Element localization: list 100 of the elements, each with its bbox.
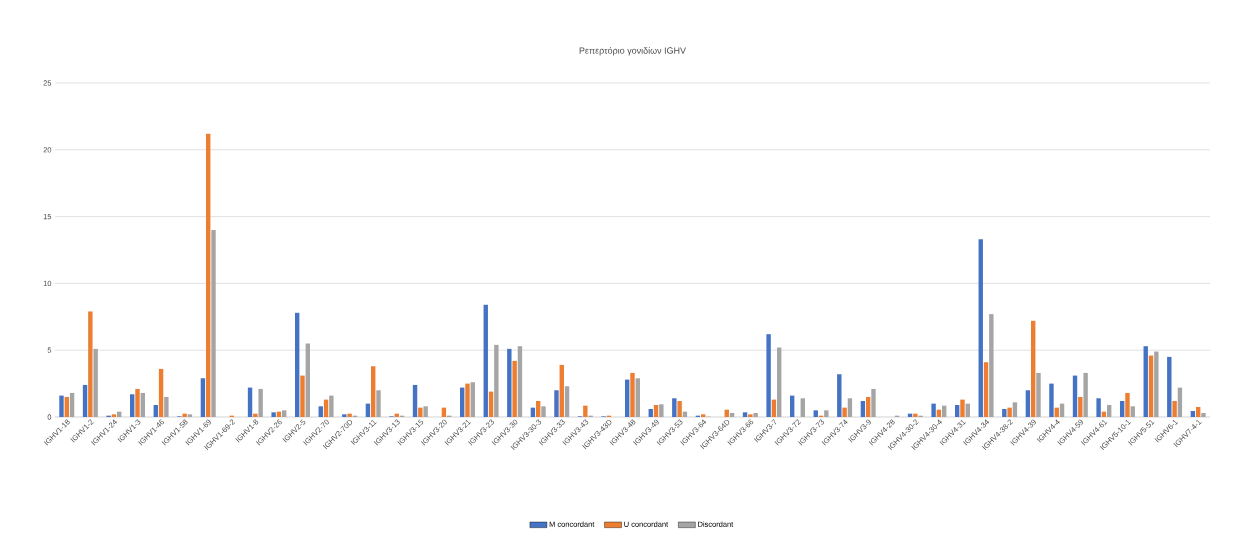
bar	[69, 392, 75, 417]
bar	[1049, 383, 1054, 417]
bar	[483, 304, 488, 417]
bar	[1172, 400, 1177, 417]
bar	[1002, 408, 1007, 417]
bar	[187, 414, 193, 417]
bar	[470, 382, 475, 417]
bar	[1072, 375, 1078, 417]
bar	[766, 334, 771, 417]
bar	[677, 400, 682, 417]
bar	[88, 311, 93, 417]
bar	[153, 404, 158, 417]
bar	[954, 404, 960, 417]
bar	[140, 392, 145, 417]
bar	[423, 406, 428, 417]
bar	[1107, 404, 1112, 417]
bar	[512, 360, 517, 417]
bar	[305, 343, 310, 417]
bar	[135, 388, 140, 417]
bar	[64, 396, 69, 417]
bar	[412, 384, 418, 417]
bar	[494, 344, 499, 417]
bar	[130, 394, 135, 417]
bar	[347, 413, 352, 417]
bar	[813, 410, 818, 417]
bar	[865, 396, 871, 417]
bar	[1012, 402, 1018, 417]
bar	[672, 398, 677, 417]
bar	[842, 407, 847, 417]
bar	[1148, 355, 1154, 417]
bar	[282, 410, 287, 417]
bar	[300, 375, 305, 417]
bar	[564, 386, 570, 417]
bar	[659, 404, 664, 417]
bar	[847, 398, 853, 417]
bar	[258, 388, 263, 417]
bar	[329, 395, 334, 417]
bar	[624, 379, 630, 417]
bar	[653, 404, 659, 417]
bar	[1036, 372, 1041, 417]
bar	[1190, 410, 1196, 417]
bar	[271, 412, 276, 417]
bar	[200, 378, 206, 417]
bar	[182, 413, 187, 417]
bar	[1195, 406, 1201, 417]
bar	[59, 395, 64, 417]
bar	[318, 406, 323, 417]
bar	[1154, 351, 1159, 417]
bar	[294, 312, 300, 417]
bar	[748, 414, 753, 417]
bar	[1030, 320, 1036, 417]
bar	[342, 414, 347, 417]
bar	[164, 396, 169, 417]
bar	[871, 388, 876, 417]
chart-title: Ρεπερτόριο γονιδίων IGHV	[579, 46, 686, 56]
bar	[1177, 387, 1183, 417]
bar	[559, 364, 564, 417]
bar	[206, 133, 211, 417]
bar	[753, 412, 758, 417]
bar	[536, 400, 541, 417]
bar	[1167, 356, 1172, 417]
bar	[960, 399, 965, 417]
bar	[517, 346, 523, 417]
bar	[211, 229, 216, 417]
bar	[983, 362, 989, 417]
bar	[630, 372, 635, 417]
bar	[1096, 398, 1101, 417]
bar	[1078, 396, 1083, 417]
bar	[541, 406, 546, 417]
bar	[376, 390, 381, 417]
bar	[507, 348, 512, 417]
bar	[93, 348, 98, 417]
bar	[253, 413, 258, 417]
bar	[1083, 372, 1088, 417]
bar	[742, 412, 748, 417]
bar	[648, 408, 653, 417]
bar	[913, 413, 918, 417]
bar	[82, 384, 88, 417]
bar	[465, 383, 470, 417]
bar	[1201, 412, 1206, 417]
bar	[111, 414, 117, 417]
bar	[989, 314, 994, 417]
bar	[800, 398, 805, 417]
bar	[931, 403, 936, 417]
bar	[635, 378, 640, 417]
bar	[837, 374, 842, 417]
bar	[860, 400, 866, 417]
bar	[1007, 407, 1012, 417]
bar	[459, 387, 465, 417]
bar	[978, 239, 983, 417]
bar	[1143, 346, 1148, 417]
bar	[700, 414, 706, 417]
bar	[777, 347, 782, 417]
bar	[1025, 390, 1031, 417]
bar	[158, 368, 164, 417]
bar	[554, 390, 559, 417]
bar	[371, 366, 376, 417]
bar	[247, 387, 253, 417]
bar	[1119, 400, 1125, 417]
bar	[583, 405, 588, 417]
